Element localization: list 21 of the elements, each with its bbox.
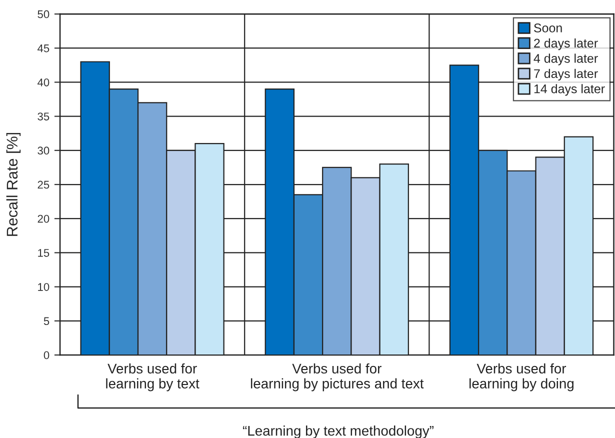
x-tick-label: Verbs used for learning by text bbox=[106, 363, 200, 392]
x-tick-label: Verbs used for learning by pictures and text bbox=[250, 363, 424, 392]
x-axis-title: “Learning by text methodology” bbox=[243, 426, 434, 438]
y-tick-label: 20 bbox=[38, 214, 50, 223]
y-tick-label: 5 bbox=[44, 317, 50, 326]
y-tick-label: 30 bbox=[38, 146, 50, 155]
legend-label: 7 days later bbox=[534, 68, 598, 81]
y-tick-label: 40 bbox=[38, 78, 50, 86]
y-tick-label: 15 bbox=[38, 249, 50, 257]
y-axis-title: Recall Rate [%] bbox=[6, 132, 21, 236]
y-tick-label: 0 bbox=[44, 351, 50, 360]
legend-label: 4 days later bbox=[534, 54, 598, 66]
y-tick-label: 50 bbox=[38, 10, 50, 18]
legend-label: 2 days later bbox=[534, 38, 598, 50]
y-tick-label: 45 bbox=[38, 44, 50, 52]
legend-label: 14 days later bbox=[534, 84, 605, 96]
legend-label: Soon bbox=[534, 24, 562, 32]
y-tick-label: 35 bbox=[38, 112, 50, 120]
y-tick-label: 25 bbox=[38, 180, 50, 189]
y-tick-label: 10 bbox=[38, 283, 50, 291]
x-tick-label: Verbs used for learning by doing bbox=[470, 363, 574, 392]
